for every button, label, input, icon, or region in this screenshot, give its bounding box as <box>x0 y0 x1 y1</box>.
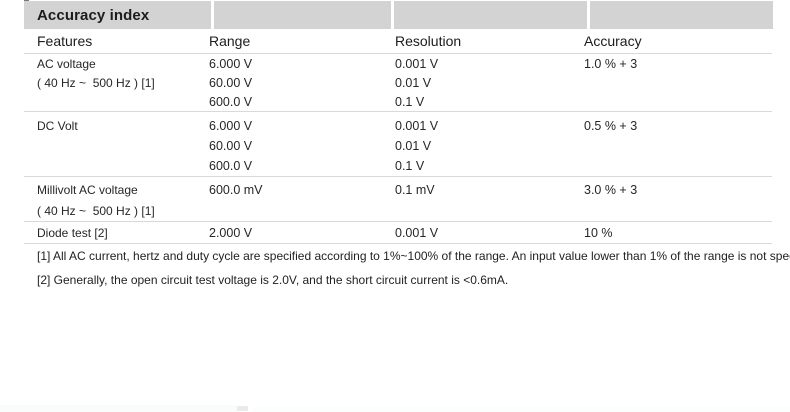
cell-range: 600.0 V <box>209 94 253 109</box>
table-group-diode-test: Diode test [2] 2.000 V 0.001 V 10 % <box>24 222 772 244</box>
cell-resolution: 0.01 V <box>395 75 432 90</box>
cell-features: DC Volt <box>37 119 78 133</box>
column-header-features: Features <box>37 33 93 49</box>
cell-resolution: 0.001 V <box>395 119 439 133</box>
cell-resolution: 0.001 V <box>395 225 439 240</box>
column-header-range: Range <box>209 33 251 49</box>
bottom-edge-artifact <box>0 405 237 412</box>
table-row: ( 40 Hz ~ 500 Hz ) [1] <box>24 201 772 222</box>
table-row: 600.0 V 0.1 V <box>24 92 772 111</box>
table-group-dc-volt: DC Volt 6.000 V 0.001 V 0.5 % + 3 60.00 … <box>24 112 772 177</box>
section-header-cell <box>394 1 587 29</box>
cell-resolution: 0.01 V <box>395 139 432 153</box>
table-row: DC Volt 6.000 V 0.001 V 0.5 % + 3 <box>24 116 772 136</box>
bottom-edge-artifact <box>237 406 248 411</box>
cell-features: Millivolt AC voltage <box>37 183 138 198</box>
column-header-accuracy: Accuracy <box>584 33 642 49</box>
cell-accuracy: 3.0 % + 3 <box>584 183 638 198</box>
cell-range: 60.00 V <box>209 139 253 153</box>
table-row: Millivolt AC voltage 600.0 mV 0.1 mV 3.0… <box>24 180 772 201</box>
footnote-1: [1] All AC current, hertz and duty cycle… <box>37 249 790 263</box>
footnotes: [1] All AC current, hertz and duty cycle… <box>37 248 790 296</box>
cell-features: ( 40 Hz ~ 500 Hz ) [1] <box>37 75 155 90</box>
cell-range: 2.000 V <box>209 225 253 240</box>
cell-resolution: 0.001 V <box>395 56 439 71</box>
cell-resolution: 0.1 mV <box>395 183 435 198</box>
table-row: 60.00 V 0.01 V <box>24 136 772 156</box>
cell-features: AC voltage <box>37 56 96 71</box>
cell-range: 600.0 mV <box>209 183 263 198</box>
cell-accuracy: 1.0 % + 3 <box>584 56 638 71</box>
section-title: Accuracy index <box>37 6 150 24</box>
cell-resolution: 0.1 V <box>395 159 425 173</box>
cell-range: 60.00 V <box>209 75 253 90</box>
cell-accuracy: 0.5 % + 3 <box>584 119 638 133</box>
cell-range: 600.0 V <box>209 159 253 173</box>
cell-accuracy: 10 % <box>584 225 613 240</box>
table-group-ac-voltage: AC voltage 6.000 V 0.001 V 1.0 % + 3 ( 4… <box>24 54 772 112</box>
cell-features: Diode test [2] <box>37 225 108 240</box>
footnote-2: [2] Generally, the open circuit test vol… <box>37 273 509 287</box>
table-row: Diode test [2] 2.000 V 0.001 V 10 % <box>24 222 772 243</box>
table-row: AC voltage 6.000 V 0.001 V 1.0 % + 3 <box>24 54 772 73</box>
cell-resolution: 0.1 V <box>395 94 425 109</box>
accuracy-table: Features Range Resolution Accuracy AC vo… <box>24 29 772 244</box>
table-column-header-row: Features Range Resolution Accuracy <box>24 29 772 54</box>
bottom-edge-artifact <box>253 406 790 412</box>
section-header-cell: Accuracy index <box>24 1 211 29</box>
table-group-millivolt-ac: Millivolt AC voltage 600.0 mV 0.1 mV 3.0… <box>24 177 772 222</box>
cell-range: 6.000 V <box>209 119 253 133</box>
cell-range: 6.000 V <box>209 56 253 71</box>
section-header-cell <box>590 1 773 29</box>
section-header-bar: Accuracy index <box>24 1 773 29</box>
section-header-cell <box>214 1 391 29</box>
table-row: 600.0 V 0.1 V <box>24 156 772 176</box>
column-header-resolution: Resolution <box>395 33 462 49</box>
table-row: ( 40 Hz ~ 500 Hz ) [1] 60.00 V 0.01 V <box>24 73 772 92</box>
cell-features: ( 40 Hz ~ 500 Hz ) [1] <box>37 203 155 218</box>
